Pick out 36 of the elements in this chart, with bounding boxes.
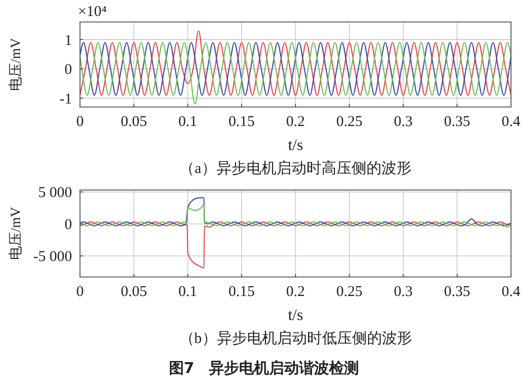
x-tick-label: 0.4 (502, 284, 521, 300)
x-tick-label: 0.25 (336, 114, 362, 130)
x-tick-label: 0 (76, 284, 84, 300)
line-series (79, 204, 512, 228)
line-series (79, 221, 512, 269)
x-tick-label: 0.1 (178, 284, 198, 300)
y-axis-title: 电压/mV (8, 38, 24, 91)
x-axis-title: t/s (288, 307, 304, 324)
text: （b）异步电机启动时低压侧的波形 (179, 330, 412, 347)
y-tick-label: 0 (64, 62, 72, 78)
x-tick-label: 0.35 (444, 114, 470, 130)
x-tick-label: 0.25 (336, 284, 362, 300)
line-series (79, 197, 512, 226)
x-tick-label: 0.35 (444, 284, 470, 300)
x-tick-label: 0.1 (178, 114, 198, 130)
x-axis-title: t/s (288, 137, 304, 154)
y-tick-label: 1 (64, 32, 72, 49)
x-tick-label: 0.05 (120, 114, 147, 130)
x-tick-label: 0.2 (286, 284, 305, 300)
y-tick-label: 5 000 (38, 185, 72, 202)
text: ×10⁴ (78, 4, 107, 20)
x-tick-label: 0 (76, 114, 84, 130)
y-axis-title: 电压/mV (8, 207, 24, 260)
x-tick-label: 0.15 (228, 114, 255, 130)
x-tick-label: 0.3 (394, 284, 413, 300)
y-tick-label: 0 (64, 217, 72, 234)
x-tick-label: 0.05 (120, 284, 147, 300)
caption: 图7 异步电机启动谐波检测 (168, 359, 360, 377)
x-tick-label: 0.15 (228, 284, 255, 300)
line-series (79, 30, 512, 96)
x-tick-label: 0.4 (502, 114, 521, 130)
text: （a）异步电机启动时高压侧的波形 (180, 160, 412, 177)
x-tick-label: 0.2 (286, 114, 305, 130)
x-tick-label: 0.3 (394, 114, 413, 130)
y-tick-label: -1 (60, 91, 72, 108)
y-tick-label: -5 000 (33, 249, 72, 266)
